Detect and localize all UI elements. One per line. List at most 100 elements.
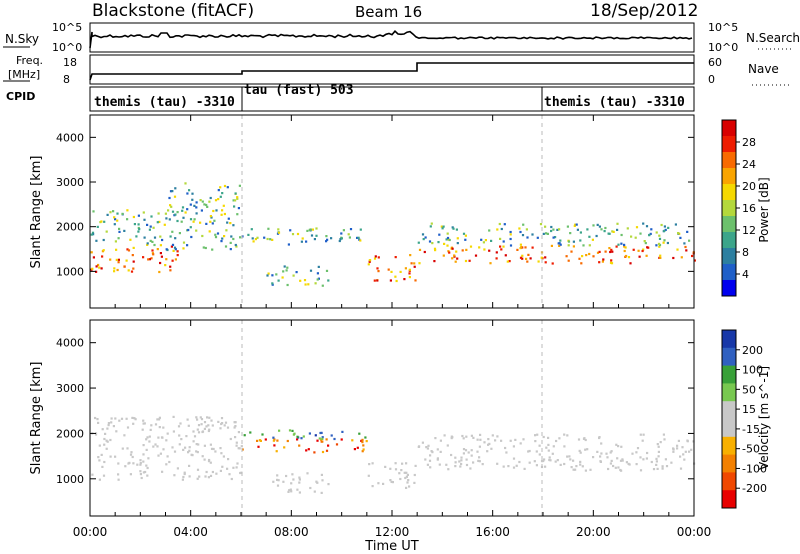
echo-cell — [146, 243, 149, 246]
echo-cell — [256, 439, 259, 442]
time-x-axis: 00:00 04:00 08:00 12:00 16:00 20:00 00:00 — [73, 115, 711, 539]
echo-cell — [477, 459, 480, 462]
echo-cell — [195, 443, 198, 446]
echo-cell — [551, 262, 554, 265]
echo-cell — [596, 223, 599, 226]
echo-cell — [224, 421, 228, 424]
echo-cell — [408, 276, 411, 279]
echo-cell — [394, 468, 398, 471]
echo-cell — [373, 257, 377, 260]
echo-cell — [132, 422, 135, 425]
echo-cell — [614, 466, 617, 469]
echo-cell — [617, 445, 620, 448]
echo-cell — [289, 488, 292, 491]
echo-cell — [290, 490, 293, 493]
echo-cell — [126, 209, 129, 212]
echo-cell — [235, 245, 238, 248]
echo-cell — [192, 440, 195, 443]
power-y-axis: 1000 2000 3000 4000 — [56, 131, 694, 278]
echo-cell — [620, 242, 623, 245]
echo-cell — [256, 236, 259, 239]
echo-cell — [679, 467, 683, 470]
echo-cell — [221, 465, 224, 468]
echo-cell — [558, 244, 561, 247]
echo-cell — [113, 267, 116, 270]
echo-cell — [342, 229, 345, 232]
colorbar-tick-label: 8 — [742, 246, 749, 259]
echo-cell — [447, 250, 450, 253]
echo-cell — [291, 473, 294, 476]
echo-cell — [586, 228, 589, 231]
echo-cell — [133, 417, 136, 420]
echo-cell — [465, 463, 469, 467]
echo-cell — [610, 459, 613, 462]
echo-cell — [107, 422, 110, 425]
echo-cell — [413, 265, 416, 268]
echo-cell — [394, 256, 397, 259]
date-title: 18/Sep/2012 — [590, 1, 698, 21]
echo-cell — [101, 428, 104, 431]
echo-cell — [193, 204, 196, 207]
echo-cell — [368, 463, 371, 466]
echo-cell — [161, 238, 164, 242]
echo-cell — [320, 491, 323, 494]
echo-cell — [452, 227, 455, 230]
echo-cell — [408, 485, 411, 488]
nsky-label: N.Sky — [5, 32, 39, 46]
echo-cell — [139, 459, 142, 462]
echo-cell — [209, 461, 212, 464]
echo-cell — [307, 283, 310, 286]
echo-cell — [588, 244, 591, 247]
echo-cell — [641, 439, 644, 442]
y-tick-label: 2000 — [56, 221, 84, 234]
echo-cell — [103, 443, 106, 446]
echo-cell — [234, 421, 237, 424]
echo-cell — [436, 457, 439, 460]
echo-cell — [536, 236, 539, 239]
echo-cell — [642, 458, 645, 461]
echo-cell — [152, 253, 155, 256]
echo-cell — [406, 473, 409, 476]
echo-cell — [103, 437, 106, 441]
echo-cell — [639, 469, 643, 472]
echo-cell — [100, 267, 103, 270]
echo-cell — [182, 216, 185, 219]
colorbar-swatch — [722, 383, 736, 402]
echo-cell — [137, 223, 140, 226]
echo-cell — [519, 230, 522, 234]
echo-cell — [193, 435, 197, 438]
echo-cell — [464, 234, 467, 237]
echo-cell — [445, 238, 448, 241]
echo-cell — [138, 228, 141, 231]
echo-cell — [142, 453, 145, 456]
echo-cell — [298, 444, 301, 447]
echo-cell — [227, 458, 230, 461]
echo-cell — [239, 471, 242, 475]
echo-cell — [446, 236, 450, 240]
echo-cell — [521, 257, 524, 260]
echo-cell — [189, 226, 192, 229]
echo-cell — [229, 222, 232, 225]
echo-cell — [547, 449, 550, 452]
colorbar-swatch — [722, 232, 736, 249]
echo-cell — [94, 433, 98, 436]
echo-cell — [574, 468, 577, 471]
echo-cell — [489, 262, 492, 265]
echo-cell — [296, 435, 299, 438]
echo-cell — [266, 274, 269, 277]
echo-cell — [165, 258, 168, 261]
echo-cell — [389, 479, 392, 482]
freq-label-2: [MHz] — [8, 68, 40, 81]
echo-cell — [478, 246, 481, 249]
echo-cell — [454, 456, 457, 459]
echo-cell — [325, 235, 328, 238]
nsky-tick-top: 10^5 — [52, 21, 82, 34]
echo-cell — [178, 434, 181, 437]
echo-cell — [282, 270, 285, 273]
echo-cell — [145, 464, 148, 467]
echo-cell — [676, 248, 679, 251]
echo-cell — [625, 461, 628, 464]
echo-cell — [672, 256, 675, 260]
echo-cell — [229, 241, 232, 244]
echo-cell — [534, 440, 537, 443]
